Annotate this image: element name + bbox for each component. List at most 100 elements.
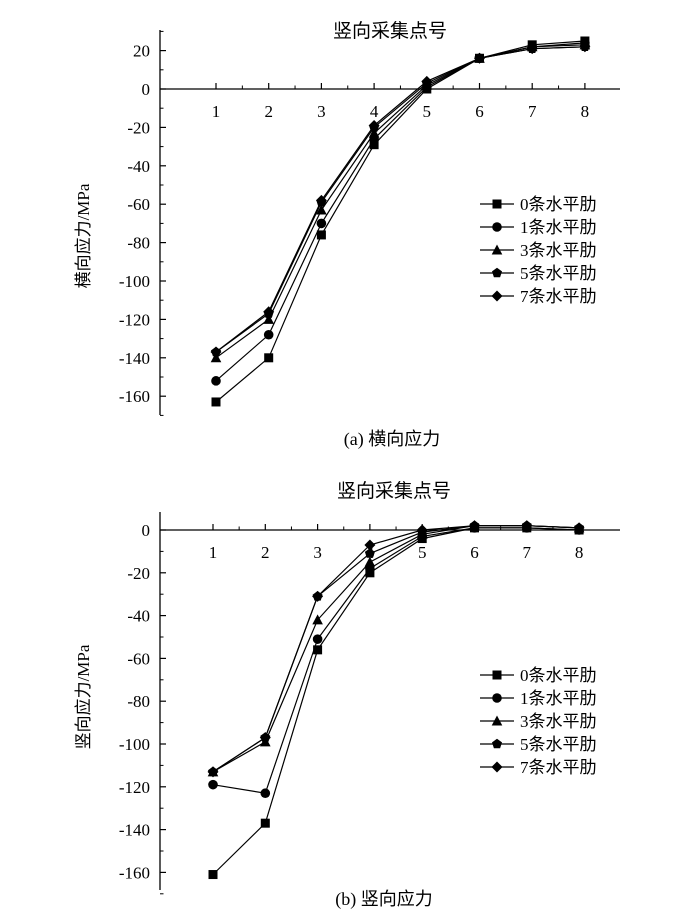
- series-4-point: [368, 119, 380, 131]
- y-tick-label: -140: [119, 349, 150, 368]
- series-1-point: [312, 634, 323, 644]
- series-line-4: [212, 525, 580, 773]
- series-4-point: [421, 75, 433, 87]
- y-tick-label: -80: [127, 234, 150, 253]
- series-0-point: [211, 397, 221, 407]
- chart-b-ylabel: 竖向应力/MPa: [74, 644, 93, 749]
- y-tick-label: 0: [142, 80, 151, 99]
- legend-marker: [492, 199, 502, 209]
- series-4-point: [263, 306, 275, 318]
- chart-a-axes: 20 0 -20 -40 -60 -80 -100 -120 -140 -160 1 2 3 4 5 6 7 8: [119, 30, 620, 416]
- legend-label: 1条水平肋: [520, 689, 597, 708]
- series-4-point: [210, 346, 222, 358]
- x-tick-label: 7: [523, 543, 532, 562]
- y-tick-label: -60: [127, 195, 150, 214]
- series-0-point: [208, 870, 218, 880]
- chart-b-legend: 0条水平肋 1条水平肋 3条水平肋 5条水平肋 7条水平肋: [480, 666, 597, 777]
- series-2-point: [316, 204, 327, 215]
- series-1-point: [316, 218, 327, 229]
- series-0-point: [316, 230, 326, 240]
- y-tick-label: -100: [119, 735, 150, 754]
- legend-label: 5条水平肋: [520, 264, 597, 283]
- y-tick-label: -20: [127, 118, 150, 137]
- chart-a-legend: 0条水平肋 1条水平肋 3条水平肋 5条水平肋 7条水平肋: [480, 195, 597, 306]
- series-line-2: [215, 44, 585, 359]
- series-2-point: [368, 127, 380, 138]
- series-4-point: [259, 732, 271, 744]
- series-4-point: [207, 766, 219, 778]
- chart-a-title: 竖向采集点号: [333, 20, 447, 42]
- y-tick-label: 0: [142, 521, 151, 540]
- series-2-point: [364, 556, 376, 567]
- y-tick-label: -20: [127, 564, 150, 583]
- y-tick-label: 20: [133, 42, 150, 61]
- series-1-point: [208, 779, 218, 790]
- x-tick-label: 4: [370, 102, 379, 121]
- x-tick-label: 2: [261, 543, 270, 562]
- chart-b: 竖向采集点号 竖向应力/MPa (b) 竖向应力 0 -20 -40 -60 -80 -1…: [74, 480, 620, 910]
- y-tick-label: -140: [119, 821, 150, 840]
- legend-label: 7条水平肋: [520, 287, 597, 306]
- series-1-point: [263, 329, 274, 340]
- x-tick-label: 8: [581, 102, 590, 121]
- series-line-4: [215, 46, 585, 353]
- chart-b-series: [207, 520, 585, 880]
- legend-marker: [492, 222, 502, 232]
- series-4-point: [526, 43, 538, 55]
- chart-a-series: [210, 36, 591, 407]
- x-tick-label: 6: [475, 102, 484, 121]
- series-0-point: [260, 818, 270, 828]
- series-line-1: [212, 527, 580, 794]
- x-tick-label: 6: [470, 543, 479, 562]
- series-4-point: [573, 522, 585, 534]
- chart-b-title: 竖向采集点号: [337, 480, 451, 502]
- chart-a: 竖向采集点号 横向应力/MPa (a) 横向应力 20 0 -20 -40 -60 -80…: [74, 20, 620, 450]
- series-4-point: [416, 524, 428, 536]
- y-tick-label: -40: [127, 157, 150, 176]
- x-tick-label: 3: [317, 102, 326, 121]
- chart-b-caption: (b) 竖向应力: [335, 889, 433, 910]
- series-3-point: [364, 548, 375, 558]
- y-tick-label: -160: [119, 387, 150, 406]
- x-tick-label: 7: [528, 102, 537, 121]
- series-1-point: [260, 788, 271, 799]
- x-tick-label: 1: [212, 102, 221, 121]
- series-4-point: [579, 41, 591, 53]
- y-tick-label: -40: [127, 607, 150, 626]
- y-tick-label: -60: [127, 649, 150, 668]
- x-tick-label: 8: [575, 543, 584, 562]
- legend-label: 0条水平肋: [520, 195, 597, 214]
- series-2-point: [263, 313, 274, 324]
- legend-label: 3条水平肋: [520, 712, 597, 731]
- legend-label: 5条水平肋: [520, 735, 597, 754]
- y-tick-label: -120: [119, 310, 150, 329]
- legend-label: 1条水平肋: [520, 218, 597, 237]
- legend-marker: [491, 715, 503, 726]
- legend-marker: [492, 670, 502, 680]
- legend-label: 7条水平肋: [520, 758, 597, 777]
- x-tick-label: 3: [313, 543, 322, 562]
- series-line-0: [215, 40, 585, 403]
- series-4-point: [315, 194, 327, 206]
- legend-marker: [492, 693, 502, 703]
- x-tick-label: 2: [264, 102, 273, 121]
- series-4-point: [364, 539, 376, 551]
- y-tick-label: -160: [119, 863, 150, 882]
- series-2-point: [312, 614, 323, 625]
- series-4-point: [521, 520, 533, 532]
- legend-label: 3条水平肋: [520, 241, 597, 260]
- x-tick-label: 5: [423, 102, 432, 121]
- y-tick-label: -100: [119, 272, 150, 291]
- x-tick-label: 1: [209, 543, 218, 562]
- legend-marker: [491, 290, 503, 302]
- legend-marker: [492, 267, 502, 278]
- chart-a-ylabel: 横向应力/MPa: [74, 183, 93, 288]
- legend-marker: [492, 738, 502, 749]
- y-tick-label: -80: [127, 692, 150, 711]
- series-4-point: [474, 52, 485, 64]
- series-4-point: [312, 590, 324, 602]
- series-1-point: [211, 376, 221, 386]
- series-0-point: [313, 645, 323, 655]
- x-tick-label: 5: [418, 543, 427, 562]
